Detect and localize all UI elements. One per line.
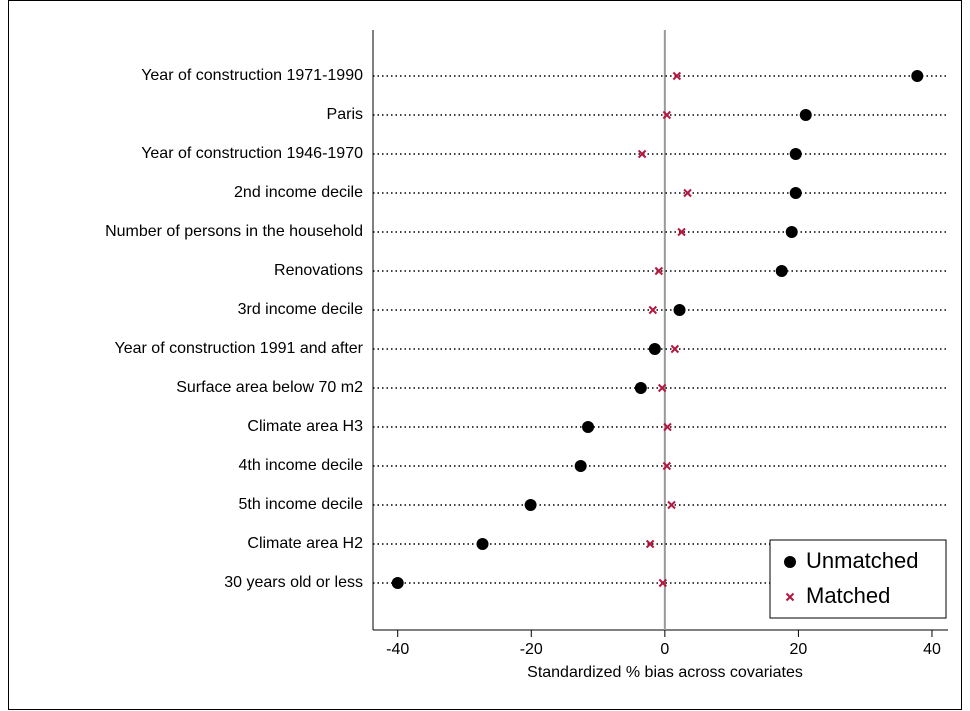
y-tick-label: Number of persons in the household — [105, 223, 363, 240]
cross — [654, 266, 664, 276]
cross — [672, 71, 682, 81]
cross — [662, 461, 672, 471]
legend-label: Matched — [806, 583, 890, 608]
cross — [683, 188, 692, 198]
y-tick-label: Renovations — [274, 262, 363, 279]
y-tick-label: 3rd income decile — [238, 301, 364, 318]
dot — [789, 187, 802, 199]
dot — [775, 265, 788, 277]
y-tick-label: Year of construction 1971-1990 — [141, 67, 363, 84]
cross — [663, 422, 672, 432]
dot — [789, 148, 802, 160]
cross — [670, 344, 680, 354]
y-tick-label: Paris — [327, 106, 363, 123]
x-tick-label: -20 — [520, 641, 543, 658]
dot — [673, 304, 686, 316]
dot — [582, 421, 595, 433]
y-tick-label: 4th income decile — [238, 457, 363, 474]
dot — [634, 382, 647, 394]
dot — [391, 577, 404, 589]
legend-label: Unmatched — [806, 548, 919, 573]
dot — [648, 343, 661, 355]
y-tick-label: 30 years old or less — [224, 574, 363, 591]
cross — [637, 149, 647, 159]
y-tick-label: Climate area H2 — [247, 535, 363, 552]
cross — [657, 383, 667, 393]
y-tick-label: Surface area below 70 m2 — [176, 379, 363, 396]
cross — [677, 227, 686, 237]
y-tick-label: Year of construction 1946-1970 — [141, 145, 363, 162]
cross — [662, 110, 672, 120]
x-tick-label: 20 — [790, 641, 808, 658]
dot — [524, 499, 537, 511]
x-tick-label: -40 — [386, 641, 409, 658]
y-tick-label: 2nd income decile — [234, 184, 363, 201]
cross — [785, 592, 795, 602]
frame — [8, 0, 962, 710]
cross — [645, 539, 655, 549]
dot — [784, 556, 796, 568]
dot — [911, 70, 924, 82]
cross — [658, 578, 668, 588]
cross — [667, 500, 676, 510]
x-axis-label: Standardized % bias across covariates — [527, 664, 803, 681]
dot — [785, 226, 798, 238]
dot — [476, 538, 489, 550]
dot — [799, 109, 812, 121]
y-tick-label: 5th income decile — [238, 496, 363, 513]
x-tick-label: 0 — [660, 641, 669, 658]
legend-box — [769, 539, 947, 619]
dot — [574, 460, 587, 472]
y-tick-label: Year of construction 1991 and after — [115, 340, 364, 357]
y-tick-label: Climate area H3 — [247, 418, 363, 435]
cross — [648, 305, 658, 315]
x-tick-label: 40 — [923, 641, 941, 658]
